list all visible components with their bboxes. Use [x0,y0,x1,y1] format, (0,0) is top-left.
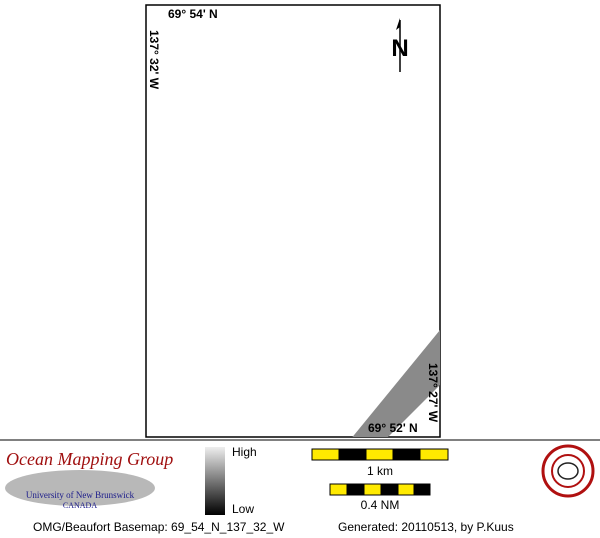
scale-label: 1 km [367,464,393,478]
logo-country: CANADA [63,501,97,510]
unb-emblem [541,444,595,498]
lat-label: 69° 52' N [368,421,418,435]
color-ramp [205,447,225,515]
scale-label: 0.4 NM [361,498,400,512]
scale-bar [311,448,449,461]
lon-label: 137° 32' W [147,30,161,90]
legend-low: Low [232,502,254,516]
footer-basemap: OMG/Beaufort Basemap: 69_54_N_137_32_W [33,520,285,534]
scale-bar [329,483,431,496]
north-arrow-head [396,18,400,30]
logo-title: Ocean Mapping Group [6,449,173,469]
lon-label: 137° 27' W [426,363,440,423]
lat-label: 69° 54' N [168,7,218,21]
legend-high: High [232,445,257,459]
map-frame [145,4,441,438]
footer-generated: Generated: 20110513, by P.Kuus [338,520,514,534]
logo-image [5,470,155,506]
logo-university: University of New Brunswick [26,490,135,500]
north-label: N [391,35,408,62]
imagery-strip [352,330,440,437]
